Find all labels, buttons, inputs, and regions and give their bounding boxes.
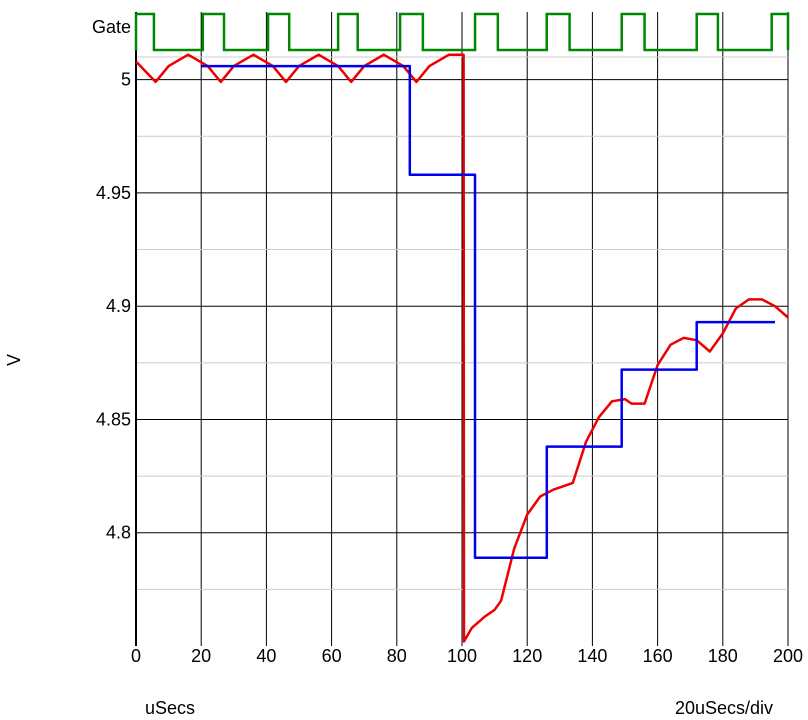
x-tick-label: 100 [447,646,477,666]
x-scale-label: 20uSecs/div [675,698,773,718]
x-tick-label: 180 [708,646,738,666]
x-tick-label: 0 [131,646,141,666]
y-axis-label: V [4,354,24,366]
series-blue-line [201,64,775,559]
y-tick-labels: 4.8 4.85 4.9 4.95 5 [96,70,131,543]
x-tick-label: 120 [512,646,542,666]
gate-trace [134,12,790,52]
gate-panel: Gate [92,12,790,52]
x-tick-label: 160 [643,646,673,666]
x-tick-label: 80 [387,646,407,666]
gate-label: Gate [92,17,131,37]
x-tick-label: 200 [773,646,803,666]
y-tick-label: 4.8 [106,523,131,543]
series-red-line [135,53,789,643]
plot-lines [135,53,789,643]
y-tick-label: 4.85 [96,409,131,429]
grid [135,12,789,646]
x-tick-label: 40 [256,646,276,666]
x-tick-label: 20 [191,646,211,666]
y-tick-label: 4.95 [96,183,131,203]
x-tick-label: 140 [577,646,607,666]
x-tick-labels: 0 20 40 60 80 100 120 140 160 180 200 [131,646,803,666]
y-tick-label: 4.9 [106,296,131,316]
y-tick-label: 5 [121,70,131,90]
x-unit-label: uSecs [145,698,195,718]
x-tick-label: 60 [322,646,342,666]
